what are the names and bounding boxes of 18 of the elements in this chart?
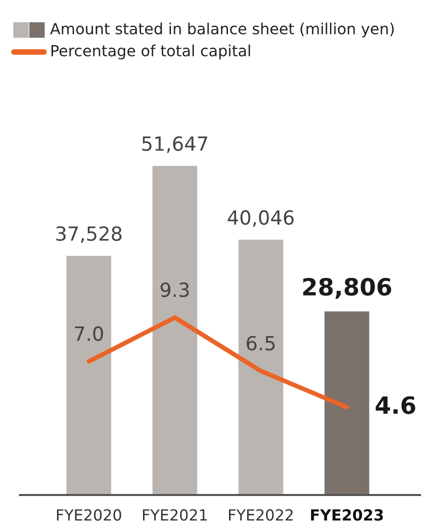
legend-label: Amount stated in balance sheet (million yen): [50, 22, 394, 38]
data-label: 6.5: [246, 336, 275, 351]
bar: [152, 166, 198, 495]
bar: [238, 240, 284, 495]
legend-label: Percentage of total capital: [52, 44, 250, 60]
x-tick-label: FYE2023: [311, 509, 383, 521]
x-tick-label: FYE2021: [143, 509, 207, 521]
data-label: 37,528: [56, 226, 122, 243]
x-tick-label: FYE2020: [56, 509, 122, 521]
data-label: 9.3: [160, 282, 189, 298]
bar: [66, 256, 112, 495]
data-label: 51,647: [142, 136, 208, 153]
data-label: 40,046: [228, 210, 294, 227]
bar: [324, 311, 370, 495]
data-label: 7.0: [74, 326, 103, 342]
data-label: 28,806: [303, 278, 392, 299]
x-tick-label: FYE2022: [229, 509, 293, 521]
data-label: 4.6: [376, 396, 416, 414]
